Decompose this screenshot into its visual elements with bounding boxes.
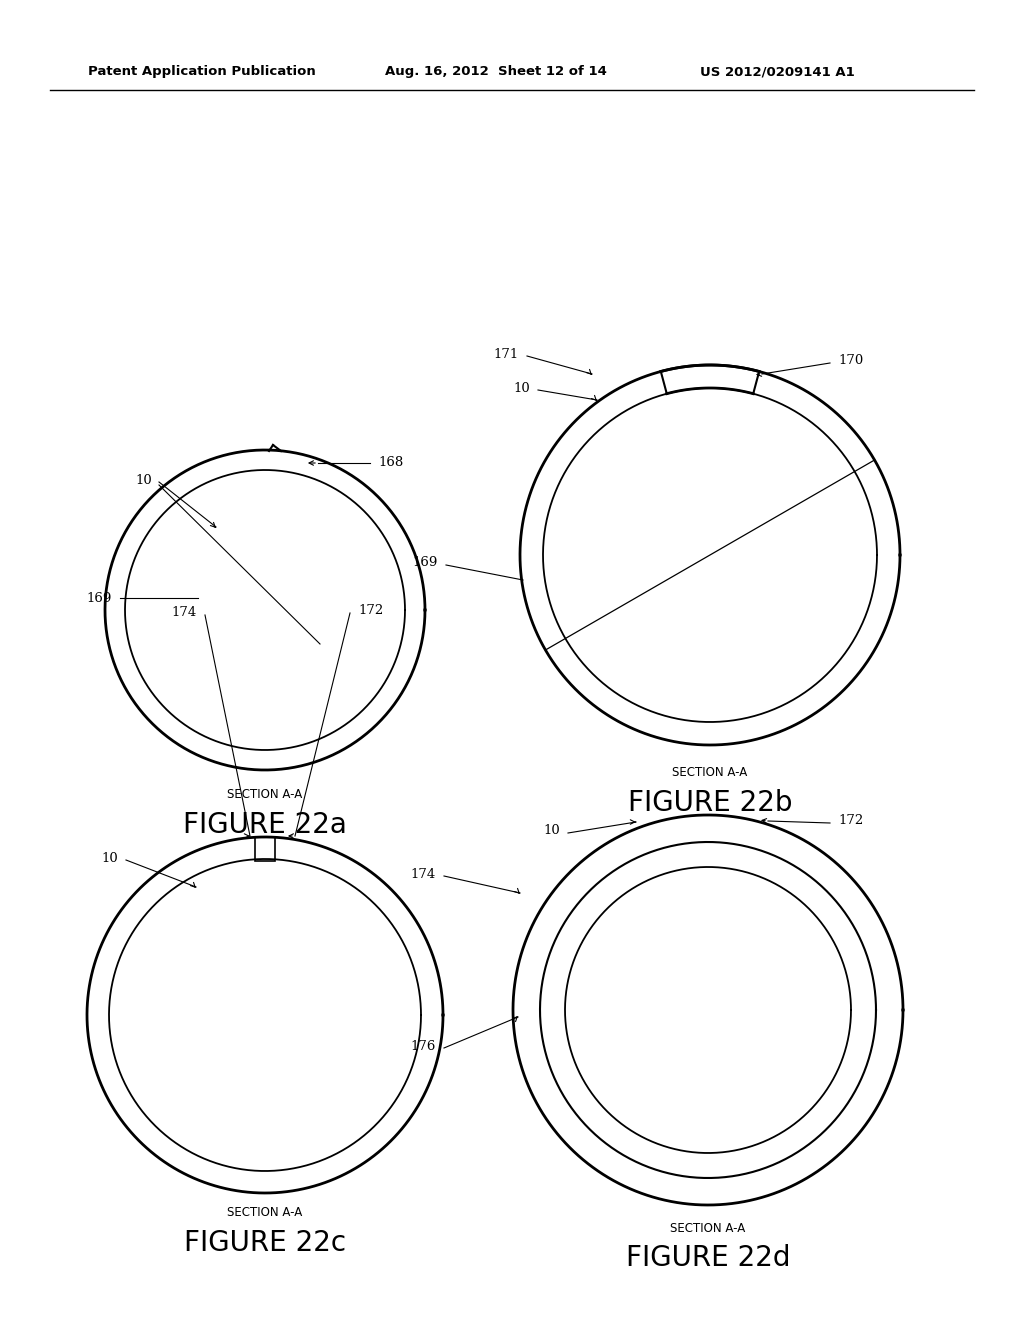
Text: SECTION A-A: SECTION A-A — [671, 1221, 745, 1234]
Text: 169: 169 — [87, 591, 112, 605]
Text: 172: 172 — [358, 605, 383, 618]
Bar — [255, 837, 275, 861]
Text: 169: 169 — [413, 557, 438, 569]
Text: 170: 170 — [838, 355, 863, 367]
Text: 10: 10 — [101, 851, 118, 865]
Text: 171: 171 — [494, 347, 519, 360]
Text: 10: 10 — [513, 381, 530, 395]
Text: FIGURE 22d: FIGURE 22d — [626, 1243, 791, 1272]
Text: FIGURE 22a: FIGURE 22a — [183, 810, 347, 840]
Text: FIGURE 22b: FIGURE 22b — [628, 789, 793, 817]
Text: Patent Application Publication: Patent Application Publication — [88, 66, 315, 78]
Text: SECTION A-A: SECTION A-A — [227, 1206, 303, 1220]
Text: FIGURE 22c: FIGURE 22c — [184, 1229, 346, 1257]
Text: SECTION A-A: SECTION A-A — [227, 788, 303, 801]
Text: 172: 172 — [838, 814, 863, 828]
Text: 10: 10 — [544, 825, 560, 837]
Text: 174: 174 — [411, 867, 436, 880]
Text: 174: 174 — [172, 606, 197, 619]
Text: 10: 10 — [135, 474, 152, 487]
Text: Aug. 16, 2012  Sheet 12 of 14: Aug. 16, 2012 Sheet 12 of 14 — [385, 66, 607, 78]
Text: US 2012/0209141 A1: US 2012/0209141 A1 — [700, 66, 855, 78]
Text: 176: 176 — [411, 1040, 436, 1052]
Text: SECTION A-A: SECTION A-A — [673, 767, 748, 780]
Text: 168: 168 — [378, 457, 403, 470]
